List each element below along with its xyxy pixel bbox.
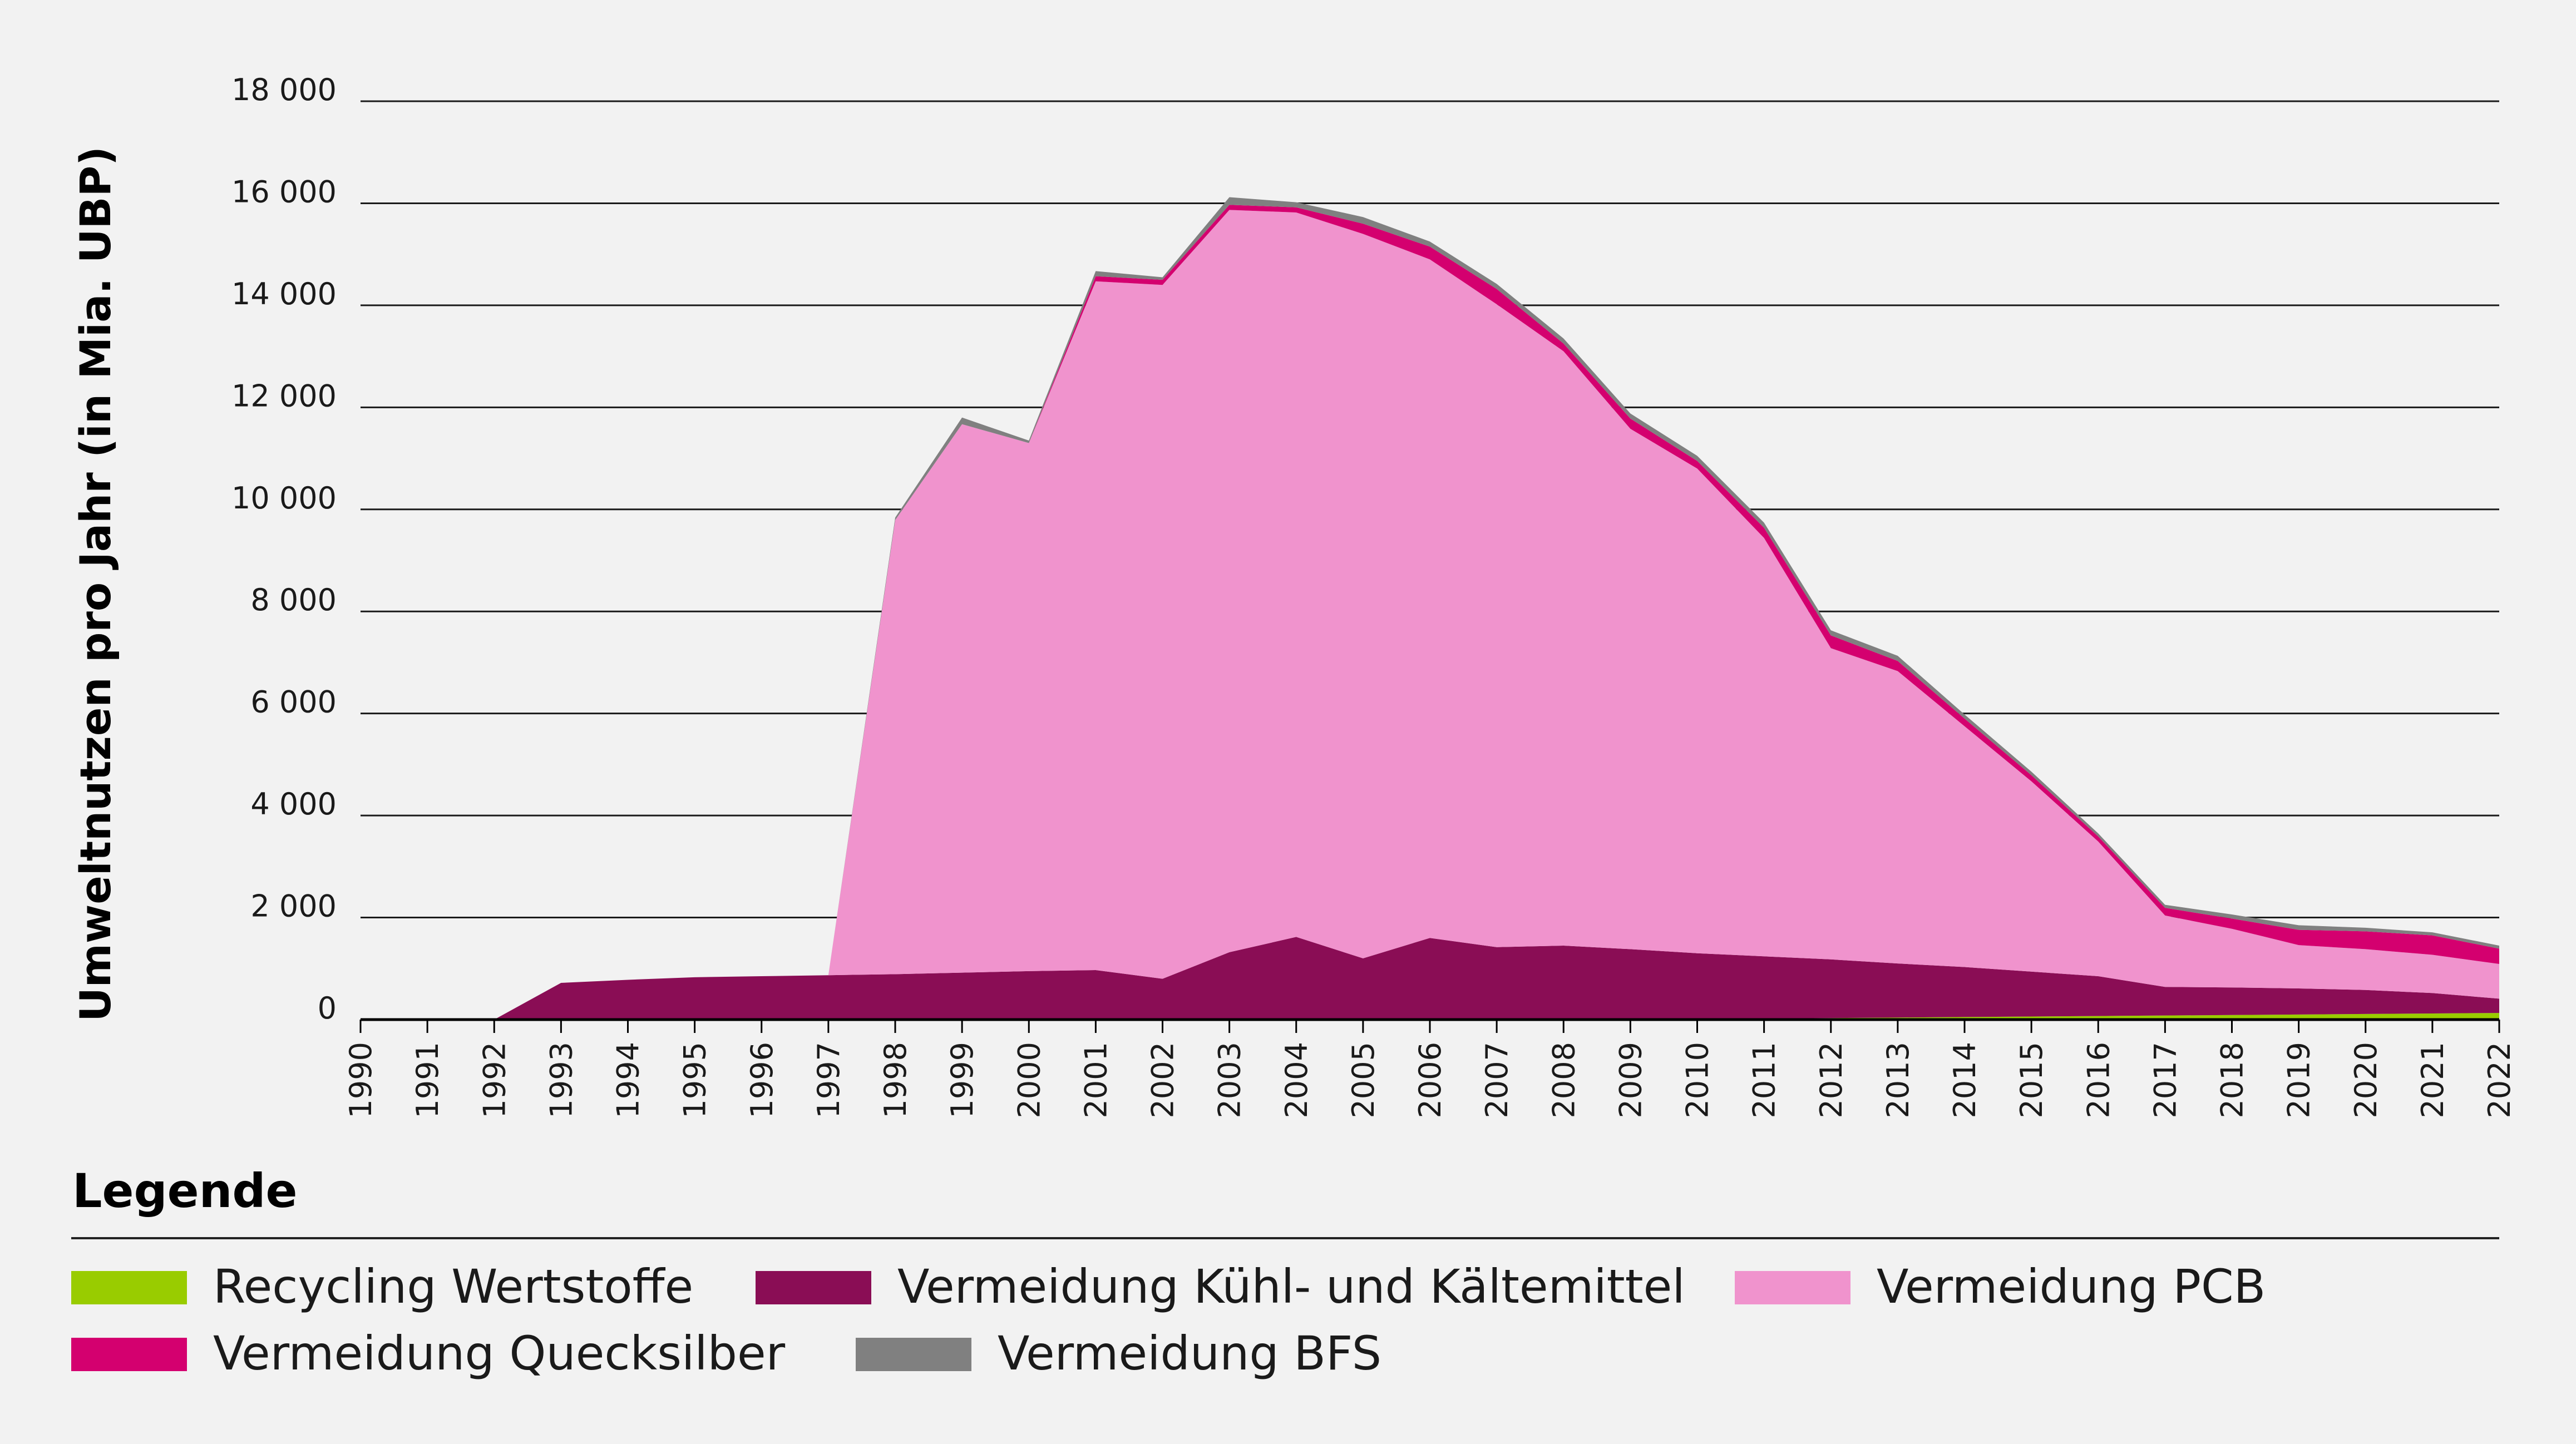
legend-label: Vermeidung BFS [998, 1326, 1381, 1381]
legend-item: Recycling Wertstoffe [71, 1259, 693, 1314]
x-tick-label: 1990 [343, 1042, 378, 1118]
y-tick-label: 4 000 [250, 787, 337, 822]
x-tick-label: 1992 [477, 1042, 512, 1118]
x-axis [359, 1018, 2500, 1033]
x-tick-label: 2009 [1613, 1042, 1648, 1118]
x-tick-label: 2000 [1011, 1042, 1047, 1118]
x-tick-label: 2001 [1078, 1042, 1113, 1118]
area-series-recycling-wertstoffe [361, 1013, 2499, 1020]
x-tick-label: 1998 [878, 1042, 913, 1118]
x-tick-label: 2002 [1146, 1042, 1181, 1118]
y-tick-label: 0 [318, 991, 337, 1026]
legend-label: Vermeidung Quecksilber [213, 1326, 786, 1381]
y-tick-label: 12 000 [231, 378, 337, 413]
x-tick-label: 1999 [945, 1042, 980, 1118]
x-tick-label: 2014 [1947, 1042, 1982, 1118]
legend-item: Vermeidung Kühl- und Kältemittel [756, 1259, 1685, 1314]
y-axis-title: Umweltnutzen pro Jahr (in Mia. UBP) [71, 146, 120, 1022]
x-tick-label: 1994 [611, 1042, 646, 1118]
x-tick-label: 2016 [2081, 1042, 2116, 1118]
legend-swatch [756, 1271, 871, 1304]
legend-label: Vermeidung Kühl- und Kältemittel [897, 1259, 1685, 1314]
legend-label: Vermeidung PCB [1877, 1259, 2266, 1314]
legend-title: Legende [72, 1164, 298, 1218]
y-tick-label: 16 000 [231, 174, 337, 209]
area-series-vermeidung-quecksilber [361, 205, 2499, 1020]
x-tick-label: 2018 [2215, 1042, 2250, 1118]
x-tick-label: 2005 [1346, 1042, 1381, 1118]
x-tick-label: 2010 [1680, 1042, 1715, 1118]
x-tick-label: 1997 [811, 1042, 846, 1118]
y-tick-label: 14 000 [231, 276, 337, 311]
x-axis-tick-labels: 1990 1991 1992 1993 1994 1995 1996 1997 1998 1999… [343, 1042, 2517, 1118]
x-tick-label: 2011 [1747, 1042, 1782, 1118]
area-series-vermeidung-pcb [361, 210, 2499, 1020]
y-tick-label: 10 000 [231, 481, 337, 516]
x-tick-label: 2004 [1279, 1042, 1314, 1118]
x-tick-label: 2008 [1546, 1042, 1581, 1118]
area-series-vermeidung-k-hl-und-k-ltemittel [361, 937, 2499, 1020]
y-tick-label: 2 000 [250, 889, 337, 924]
x-tick-label: 2015 [2014, 1042, 2049, 1118]
y-tick-label: 6 000 [250, 685, 337, 720]
x-tick-label: 2017 [2148, 1042, 2183, 1118]
x-tick-label: 1995 [678, 1042, 713, 1118]
legend-item: Vermeidung BFS [856, 1326, 1381, 1381]
legend-swatch [856, 1338, 971, 1371]
area-series-group [361, 197, 2499, 1020]
legend-swatch [1735, 1271, 1850, 1304]
x-tick-label: 2019 [2282, 1042, 2317, 1118]
x-tick-label: 1993 [544, 1042, 579, 1118]
x-tick-label: 2022 [2482, 1042, 2517, 1118]
x-tick-label: 2012 [1814, 1042, 1849, 1118]
x-tick-label: 2013 [1881, 1042, 1916, 1118]
x-tick-label: 2007 [1479, 1042, 1514, 1118]
x-tick-label: 2021 [2415, 1042, 2450, 1118]
legend-swatch [71, 1338, 187, 1371]
x-tick-label: 1991 [410, 1042, 445, 1118]
legend-item: Vermeidung PCB [1735, 1259, 2266, 1314]
legend-label: Recycling Wertstoffe [213, 1259, 693, 1314]
y-axis-tick-labels: 0 2 000 4 000 6 000 8 000 10 000 12 000 14 000 1… [231, 72, 337, 1026]
x-tick-label: 2003 [1212, 1042, 1247, 1118]
x-tick-label: 2020 [2348, 1042, 2383, 1118]
y-tick-label: 8 000 [250, 582, 337, 617]
x-tick-label: 2006 [1413, 1042, 1448, 1118]
x-tick-label: 1996 [744, 1042, 779, 1118]
legend-item: Vermeidung Quecksilber [71, 1326, 786, 1381]
y-tick-label: 18 000 [231, 72, 337, 107]
legend-swatch [71, 1271, 187, 1304]
legend: Recycling Wertstoffe Vermeidung Kühl- und… [71, 1259, 2266, 1381]
